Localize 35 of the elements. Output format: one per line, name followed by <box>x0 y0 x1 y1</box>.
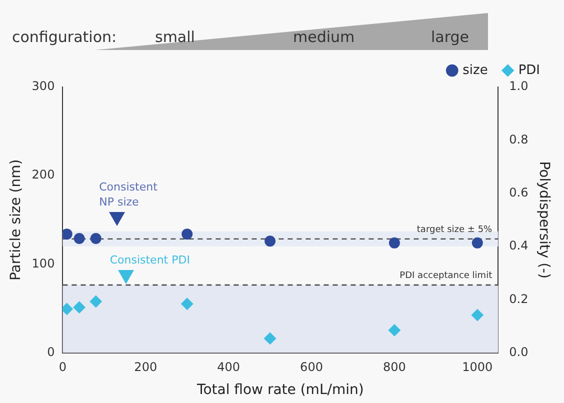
point <box>73 301 86 314</box>
y-axis-title: Particle size (nm) <box>8 159 24 281</box>
y-tick-label: 100 <box>32 256 55 270</box>
point <box>181 298 194 310</box>
y-tick-label: 200 <box>32 168 55 182</box>
annotation: Consistent PDI <box>110 254 190 267</box>
x-tick-label: 200 <box>134 360 158 374</box>
x-tick-label: 800 <box>382 360 406 374</box>
point <box>388 324 400 336</box>
text: large <box>431 28 470 46</box>
legend-label: PDI <box>518 62 540 78</box>
y2-axis-title: Polydispersity (-) <box>536 161 552 279</box>
y2-tick-label: 0.0 <box>509 344 528 359</box>
ref-line-label: PDI acceptance limit <box>400 270 493 281</box>
text: small <box>155 28 195 46</box>
y-tick-label: 0 <box>47 344 55 359</box>
point <box>471 309 484 322</box>
text: medium <box>293 28 355 46</box>
y2-tick-label: 0.6 <box>509 185 528 200</box>
point <box>264 332 276 344</box>
ref-line-label: target size ± 5% <box>416 224 493 235</box>
y2-tick-label: 0.2 <box>509 292 528 306</box>
y2-tick-label: 1.0 <box>509 79 528 94</box>
y-tick-label: 300 <box>32 79 55 94</box>
x-tick-label: 600 <box>300 360 323 374</box>
legend-label: size <box>462 62 488 78</box>
point <box>90 296 102 308</box>
x-tick-label: 0 <box>58 360 67 374</box>
x-axis-title: Total flow rate (mL/min) <box>196 382 364 398</box>
x-tick-label: 1000 <box>462 360 493 374</box>
y2-tick-label: 0.8 <box>509 132 528 146</box>
text: configuration: <box>12 28 117 46</box>
y2-tick-label: 0.4 <box>509 238 528 253</box>
x-tick-label: 400 <box>217 360 240 374</box>
annotation: Consistent NP size <box>99 180 158 208</box>
